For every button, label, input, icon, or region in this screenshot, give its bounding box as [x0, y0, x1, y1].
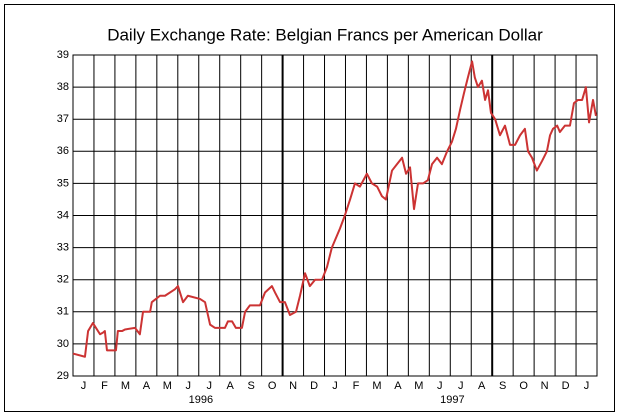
x-tick-label: F [101, 380, 108, 392]
x-tick-label: J [584, 380, 590, 392]
x-tick-label: A [143, 380, 151, 392]
x-tick-label: S [247, 380, 254, 392]
year-label: 1996 [189, 394, 213, 406]
x-tick-label: F [353, 380, 360, 392]
y-tick-label: 39 [57, 49, 69, 61]
x-tick-label: M [163, 380, 172, 392]
y-tick-label: 38 [57, 81, 69, 93]
y-tick-label: 30 [57, 338, 69, 350]
y-tick-label: 37 [57, 113, 69, 125]
x-tick-label: J [81, 380, 87, 392]
y-tick-label: 33 [57, 242, 69, 254]
x-tick-label: N [289, 380, 297, 392]
x-tick-label: O [519, 380, 528, 392]
outer-frame [4, 4, 615, 412]
x-tick-label: D [562, 380, 570, 392]
year-label: 1997 [440, 394, 464, 406]
x-tick-label: J [437, 380, 443, 392]
y-tick-label: 29 [57, 370, 69, 382]
x-tick-label: J [332, 380, 338, 392]
y-tick-label: 32 [57, 274, 69, 286]
x-tick-label: M [121, 380, 130, 392]
x-tick-label: J [458, 380, 464, 392]
plot-frame [72, 54, 598, 377]
x-tick-label: S [499, 380, 506, 392]
x-tick-label: A [478, 380, 486, 392]
y-tick-label: 35 [57, 177, 69, 189]
x-tick-label: O [268, 380, 277, 392]
y-tick-label: 36 [57, 145, 69, 157]
x-tick-label: M [414, 380, 423, 392]
x-tick-label: J [186, 380, 192, 392]
x-tick-label: J [206, 380, 212, 392]
y-tick-label: 31 [57, 306, 69, 318]
x-tick-label: A [227, 380, 235, 392]
x-tick-label: D [310, 380, 318, 392]
x-tick-label: M [372, 380, 381, 392]
chart-title: Daily Exchange Rate: Belgian Francs per … [107, 25, 543, 44]
x-tick-label: N [541, 380, 549, 392]
x-tick-label: A [394, 380, 402, 392]
y-tick-label: 34 [57, 209, 69, 221]
data-line [72, 60, 597, 358]
